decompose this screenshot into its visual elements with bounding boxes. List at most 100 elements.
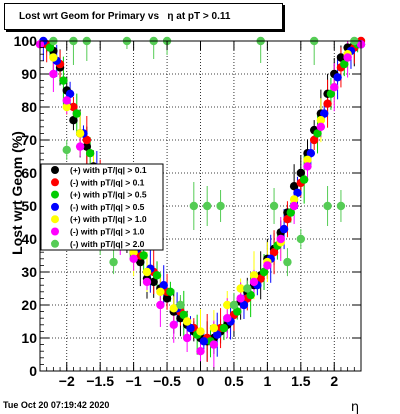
data-point [269, 201, 279, 211]
data-point [139, 251, 148, 260]
legend: (+) with pT/|q| > 0.1 (-) with pT/|q| > 0… [40, 163, 164, 251]
legend-label: (-) with pT/|q| > 0.5 [70, 202, 145, 212]
x-tick-label: 1.5 [291, 373, 311, 389]
data-point [283, 257, 292, 267]
chart-title: Lost wrt Geom for Primary vs η at pT > 0… [4, 3, 283, 30]
y-tick-label: 40 [21, 231, 37, 247]
data-point [82, 142, 92, 151]
data-point [75, 142, 85, 151]
data-point [186, 323, 195, 333]
x-tick-label: 0 [197, 373, 205, 389]
y-tick-label: 80 [21, 99, 37, 115]
legend-label: (-) with pT/|q| > 0.1 [70, 177, 145, 187]
data-point [309, 135, 319, 145]
y-tick-label: 20 [21, 297, 37, 313]
data-point [279, 224, 289, 234]
x-tick-label: −1 [126, 373, 142, 389]
data-point [223, 314, 232, 323]
data-point [236, 294, 245, 303]
data-point [69, 116, 78, 125]
data-point [299, 175, 309, 184]
data-point [69, 102, 78, 112]
data-point [189, 201, 199, 211]
data-point [182, 333, 192, 343]
y-tick-label: 60 [21, 165, 37, 181]
y-tick-label: 0 [29, 363, 37, 379]
x-axis-label: η [351, 400, 359, 414]
y-tick-label: 100 [14, 33, 38, 49]
data-point [286, 208, 295, 217]
data-point [303, 155, 312, 164]
data-point [276, 234, 285, 244]
data-point [156, 300, 165, 310]
data-point [333, 73, 342, 82]
x-tick-label: 0.5 [224, 373, 244, 389]
data-point [243, 284, 252, 293]
data-point [59, 76, 68, 85]
data-point [179, 310, 188, 320]
data-point [129, 254, 138, 263]
data-point [323, 201, 332, 211]
data-point [49, 53, 58, 62]
legend-marker [51, 202, 59, 211]
legend-label: (-) with pT/|q| > 1.0 [70, 227, 145, 237]
data-point [75, 129, 85, 138]
data-point [156, 287, 165, 296]
data-point [72, 109, 81, 118]
axis-tick-labels: −2 −1.5 −1 −0.5 0 0.5 1 1.5 20102030405060708090… [14, 33, 339, 389]
data-point [82, 135, 92, 145]
data-point [85, 149, 95, 158]
legend-label: (+) with pT/|q| > 0.1 [70, 165, 147, 175]
data-point [316, 116, 326, 125]
x-tick-label: 2 [330, 373, 338, 389]
legend-label: (+) with pT/|q| > 0.5 [70, 190, 147, 200]
data-point [269, 248, 279, 257]
data-point [182, 317, 192, 326]
data-point [196, 327, 205, 336]
x-tick-label: −1.5 [86, 373, 114, 389]
data-point [176, 300, 185, 310]
data-point [233, 307, 242, 316]
legend-label: (-) with pT/|q| > 2.0 [70, 239, 145, 249]
data-point [216, 201, 225, 211]
data-point [159, 281, 168, 290]
legend-marker [51, 239, 59, 248]
data-point [336, 201, 346, 211]
data-point [49, 69, 58, 79]
x-tick-label: 1 [263, 373, 271, 389]
x-tick-label: −0.5 [153, 373, 181, 389]
data-point [289, 182, 299, 191]
data-point [343, 53, 352, 62]
data-point [246, 290, 255, 300]
data-point [152, 271, 162, 280]
data-point [199, 337, 209, 346]
data-point [293, 188, 302, 197]
data-point [166, 287, 175, 296]
data-point [209, 323, 219, 333]
data-point [303, 162, 312, 171]
data-point [259, 267, 269, 277]
data-point [169, 320, 178, 329]
data-point [209, 340, 219, 349]
data-point [162, 294, 172, 303]
timestamp: Tue Oct 20 07:19:42 2020 [3, 400, 110, 410]
y-tick-label: 50 [21, 198, 37, 214]
data-point [223, 300, 232, 310]
data-point [296, 168, 306, 178]
data-point [316, 122, 326, 131]
data-point [213, 330, 222, 339]
data-point [219, 323, 229, 333]
data-point [236, 284, 245, 293]
data-point [109, 257, 118, 267]
data-point [196, 347, 205, 356]
data-point [263, 261, 272, 270]
y-tick-label: 70 [21, 132, 37, 148]
data-point [62, 145, 71, 155]
axis-ticks [39, 40, 362, 372]
legend-box [40, 163, 164, 251]
legend-marker [51, 215, 59, 224]
data-point [326, 89, 336, 99]
data-point [142, 267, 152, 277]
data-point [229, 300, 239, 310]
